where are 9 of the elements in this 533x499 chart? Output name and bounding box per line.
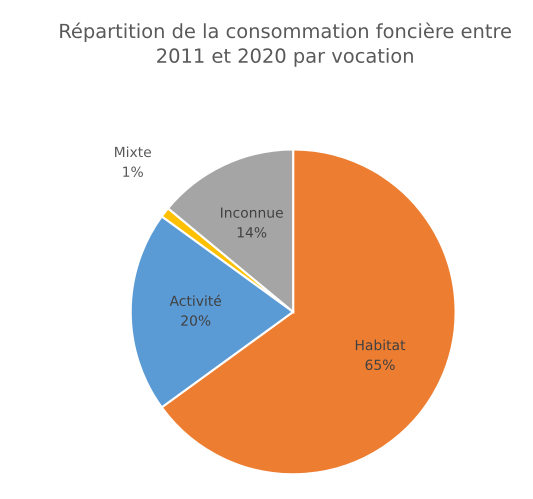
data-label: 14% xyxy=(238,227,266,238)
data-label: 20% xyxy=(181,315,210,326)
slice-label: Activité xyxy=(170,294,222,306)
chart-title: Répartition de la consommation foncière entre 2011 et 2020 par vocation xyxy=(60,22,511,67)
slice-label: Inconnue xyxy=(221,208,283,218)
slice-label: Mixte xyxy=(115,146,151,158)
data-label: 65% xyxy=(366,360,395,370)
slice-label: Habitat xyxy=(356,340,406,350)
data-label: 1% xyxy=(123,166,143,177)
